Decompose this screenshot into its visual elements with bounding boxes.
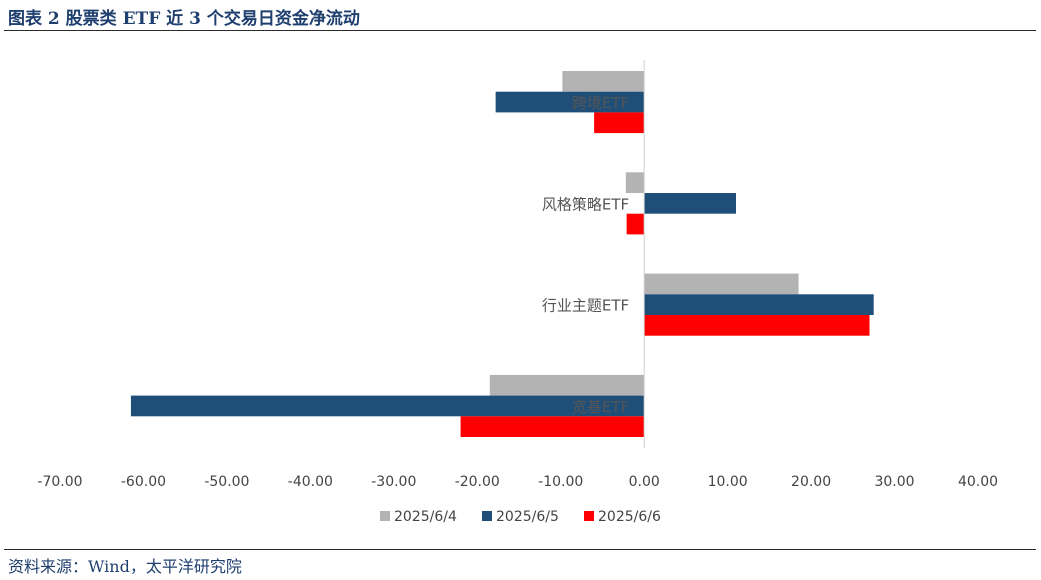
legend-swatch-1 (380, 511, 390, 521)
x-tick-label-11: 30.00 (874, 474, 914, 490)
x-tick-label-12: 40.00 (958, 474, 998, 490)
bar-3-series-3 (644, 315, 870, 336)
source-note: 资料来源：Wind，太平洋研究院 (8, 557, 242, 576)
x-axis-ticks: -70.00 -60.00 -50.00 -40.00 -30.00 -20.00 -10.… (37, 474, 998, 490)
category-labels: 跨境ETF 风格策略ETF 行业主题ETF 宽基ETF (542, 94, 629, 416)
category-label-4: 宽基ETF (572, 398, 629, 416)
bar-2-series-1 (625, 172, 645, 193)
x-tick-label-2: -60.00 (121, 474, 166, 490)
x-tick-label-9: 10.00 (708, 474, 748, 490)
bar-4-series-3 (460, 416, 645, 437)
legend-label-2: 2025/6/5 (496, 509, 559, 525)
legend: 2025/6/4 2025/6/5 2025/6/6 (380, 509, 661, 525)
x-tick-label-1: -70.00 (37, 474, 82, 490)
legend-swatch-3 (584, 511, 594, 521)
category-label-2: 风格策略ETF (542, 195, 629, 213)
bar-2-series-2 (644, 193, 736, 214)
category-label-3: 行业主题ETF (542, 297, 629, 315)
bar-4-series-1 (489, 374, 645, 396)
bar-1-series-3 (594, 112, 645, 134)
bar-3-series-2 (644, 294, 874, 315)
x-tick-label-10: 20.00 (791, 474, 831, 490)
x-tick-label-5: -30.00 (371, 474, 416, 490)
title-divider (4, 30, 1036, 31)
bar-2-series-3 (626, 213, 645, 235)
category-label-1: 跨境ETF (572, 94, 629, 112)
bar-4-series-2 (130, 395, 645, 417)
bar-1-series-2 (495, 91, 645, 113)
x-tick-label-3: -50.00 (204, 474, 249, 490)
footer-divider (4, 549, 1036, 550)
legend-swatch-2 (482, 511, 492, 521)
x-tick-label-4: -40.00 (288, 474, 333, 490)
bar-3-series-1 (644, 273, 799, 295)
bar-chart: 跨境ETF 风格策略ETF 行业主题ETF 宽基ETF -70.00 -60.00 -50… (37, 60, 998, 525)
x-tick-label-6: -20.00 (455, 474, 500, 490)
bars-group (130, 71, 874, 437)
legend-label-3: 2025/6/6 (598, 509, 661, 525)
x-tick-label-7: -10.00 (538, 474, 583, 490)
legend-label-1: 2025/6/4 (394, 509, 457, 525)
chart-title: 图表 2 股票类 ETF 近 3 个交易日资金净流动 (8, 9, 360, 29)
x-tick-label-8: 0.00 (629, 474, 660, 490)
bar-1-series-1 (562, 71, 645, 92)
